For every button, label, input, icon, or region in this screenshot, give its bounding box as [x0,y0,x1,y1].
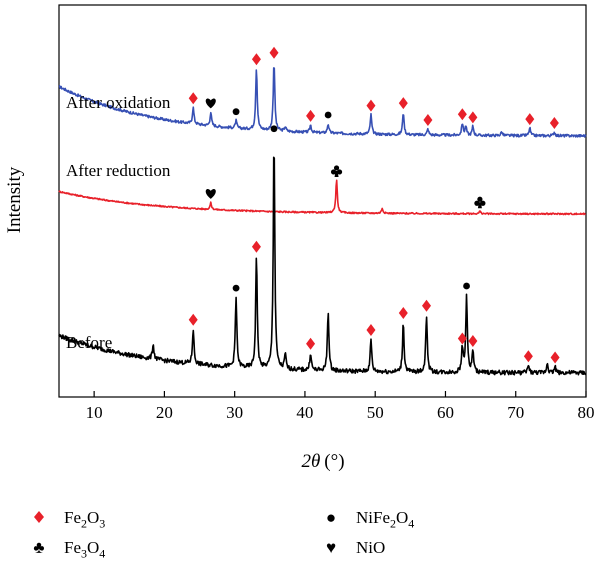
fe3o4-marker-lobe [330,169,337,175]
x-tick-label: 20 [156,403,173,422]
fe3o4-marker-stem [477,202,482,209]
x-axis-title: 2θ (°) [301,451,344,472]
fe2o3-marker [188,92,198,105]
x-tick-label: 50 [367,403,384,422]
xrd-chart: 10 20 30 40 50 60 70 80 After oxidation After re… [4,4,595,472]
club-icon: ♣ [33,538,45,557]
fe2o3-marker [550,351,560,364]
x-tick-label: 70 [507,403,524,422]
phase-markers [188,46,560,364]
fe2o3-marker [366,99,376,112]
legend-label: Fe2O3 [64,508,106,531]
fe3o4-marker [474,196,486,209]
x-tick-label: 10 [86,403,103,422]
fe2o3-marker [269,46,279,59]
fe2o3-marker [457,332,467,345]
trace-after-reduction [58,179,586,216]
legend-label-part: 2 [81,516,87,531]
y-axis-title: Intensity [4,166,25,233]
legend-label-part: O [87,508,100,527]
fe3o4-marker-lobe [480,200,486,206]
legend-label-part: 2 [390,516,396,531]
x-tick-label: 30 [226,403,243,422]
fe3o4-marker-lobe [333,165,340,171]
nife2o4-marker [232,284,240,292]
legend-label-part: 3 [81,546,87,561]
legend-item-nife2o4: ● NiFe2O4 [320,508,414,531]
legend-label: NiO [356,538,385,557]
plot-frame [58,4,587,398]
legend-label-part: Fe [64,538,81,557]
traces: After oxidation After reduction Before [58,67,587,376]
fe3o4-marker-lobe [477,196,483,202]
nife2o4-marker [232,108,240,116]
legend-item-nio: ♥ NiO [320,538,385,558]
fe2o3-marker [421,299,431,312]
fe3o4-marker-stem [334,170,339,177]
fe2o3-marker [468,335,478,348]
x-tick-label: 60 [437,403,454,422]
diamond-icon [28,508,50,528]
nife2o4-marker [463,282,470,290]
trace-before [58,156,587,376]
legend-label-part: NiO [356,538,386,557]
trace-label: Before [66,333,112,352]
circle-icon: ● [325,508,337,527]
fe2o3-marker [523,350,533,363]
trace-label: After oxidation [66,93,171,112]
x-tick-label: 80 [578,403,595,422]
legend-item-fe2o3: Fe2O3 [28,508,105,531]
fe2o3-marker [398,306,408,319]
legend: Fe2O3 ● NiFe2O4 ♣ Fe3O4 ♥ NiO [0,500,600,569]
fe2o3-marker [423,113,433,126]
fe2o3-marker [251,53,261,66]
nio-marker [205,188,216,199]
x-axis-title-unit: (°) [324,451,344,472]
fe2o3-marker [251,240,261,253]
legend-label-part: 4 [99,546,106,561]
heart-icon: ♥ [325,538,337,557]
nife2o4-marker [270,125,278,133]
x-ticks: 10 20 30 40 50 60 70 80 [86,391,595,422]
legend-label: Fe3O4 [64,538,106,561]
fe2o3-marker [306,337,316,350]
legend-label-part: 3 [99,516,106,531]
x-axis-title-symbol: 2θ [301,451,320,472]
trace-label: After reduction [66,161,171,180]
trace-after-oxidation [58,67,587,138]
legend-label-part: O [396,508,409,527]
legend-label: NiFe2O4 [356,508,415,531]
fe3o4-marker-lobe [474,200,480,206]
fe2o3-marker [306,109,316,122]
fe2o3-marker [468,111,478,124]
fe2o3-marker [525,113,535,126]
fe2o3-marker [457,108,467,121]
x-tick-label: 40 [296,403,313,422]
nio-marker [205,98,216,109]
legend-label-part: 4 [408,516,415,531]
fe2o3-marker [188,313,198,326]
nife2o4-marker [324,111,332,119]
fe3o4-marker-lobe [336,169,343,175]
legend-label-part: O [87,538,100,557]
fe3o4-marker [330,165,343,177]
fe2o3-marker [398,97,408,110]
legend-label-part: NiFe [356,508,390,527]
fe2o3-marker [549,116,559,129]
legend-label-part: Fe [64,508,81,527]
legend-item-fe3o4: ♣ Fe3O4 [28,538,105,561]
fe2o3-marker [366,324,376,337]
